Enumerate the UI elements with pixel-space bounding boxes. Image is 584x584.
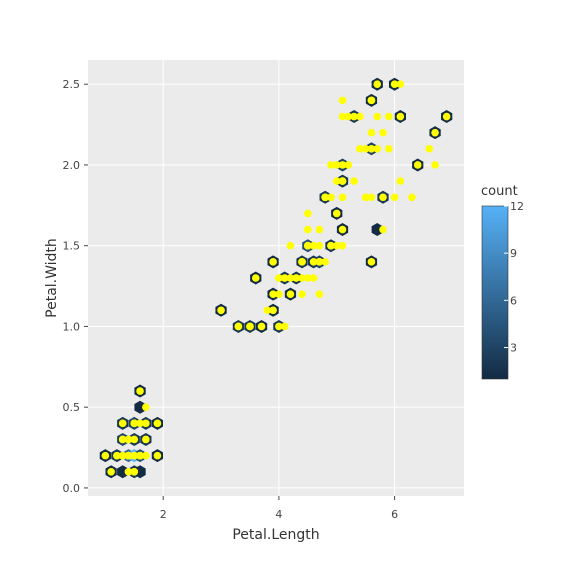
data-point [287,290,295,298]
data-point [304,226,312,234]
data-point [287,242,295,250]
data-point [339,242,347,250]
data-point [339,226,347,234]
data-point [339,193,347,201]
legend-colorbar [482,206,508,379]
data-point [408,193,416,201]
x-axis-title: Petal.Length [232,527,319,543]
data-point [397,177,405,185]
legend-tick-label: 9 [510,247,517,260]
data-point [264,306,272,314]
data-point [269,258,277,266]
data-point [368,145,376,153]
data-point [333,210,341,218]
x-tick-label: 6 [391,508,398,521]
data-point [397,80,405,88]
data-point [316,290,324,298]
data-point [443,113,451,121]
legend-tick-label: 6 [510,294,517,307]
data-point [125,452,133,460]
data-point [136,387,144,395]
y-tick-label: 0.0 [63,482,81,495]
data-point [246,323,254,331]
legend-title: count [481,184,518,199]
data-point [142,436,150,444]
y-tick-label: 1.5 [63,240,81,253]
data-point [333,177,341,185]
legend-tick-label: 3 [510,342,517,355]
y-tick-label: 2.0 [63,159,81,172]
y-axis-title: Petal.Width [44,238,60,318]
data-point [373,113,381,121]
data-point [345,113,353,121]
data-point [339,97,347,105]
x-tick-label: 2 [160,508,167,521]
data-point [368,129,376,137]
data-point [298,290,306,298]
y-axis-ticks: 0.0 0.5 1.0 1.5 2.0 2.5 [63,78,89,495]
data-point [217,306,225,314]
data-point [356,113,364,121]
data-point [379,193,387,201]
data-point [356,145,364,153]
data-point [125,468,133,476]
data-point [298,258,306,266]
data-point [252,274,260,282]
data-point [397,113,405,121]
legend-tick-label: 12 [510,200,524,213]
data-point [154,452,162,460]
data-point [275,290,283,298]
data-point [310,274,318,282]
data-point [304,210,312,218]
y-tick-label: 0.5 [63,401,81,414]
data-point [258,323,266,331]
data-point [379,226,387,234]
data-point [385,113,393,121]
data-point [350,177,358,185]
data-point [107,468,115,476]
data-point [292,274,300,282]
data-point [281,323,289,331]
data-point [321,258,329,266]
data-point [373,80,381,88]
data-point [316,242,324,250]
data-point [379,129,387,137]
data-point [316,226,324,234]
data-point [431,161,439,169]
x-tick-label: 4 [275,508,282,521]
data-point [310,258,318,266]
data-point [321,193,329,201]
data-point [368,258,376,266]
data-point [304,242,312,250]
x-axis-ticks: 2 4 6 [160,496,398,521]
data-point [119,420,127,428]
data-point [102,452,110,460]
data-point [368,97,376,105]
data-point [385,145,393,153]
y-tick-label: 1.0 [63,320,81,333]
data-point [154,420,162,428]
data-point [391,193,399,201]
data-point [425,145,433,153]
data-point [130,420,138,428]
data-point [414,161,422,169]
data-point [327,161,335,169]
data-point [142,403,150,411]
data-point [235,323,243,331]
data-point [125,436,133,444]
data-point [362,193,370,201]
data-point [281,274,289,282]
data-point [345,161,353,169]
data-point [431,129,439,137]
y-tick-label: 2.5 [63,78,81,91]
